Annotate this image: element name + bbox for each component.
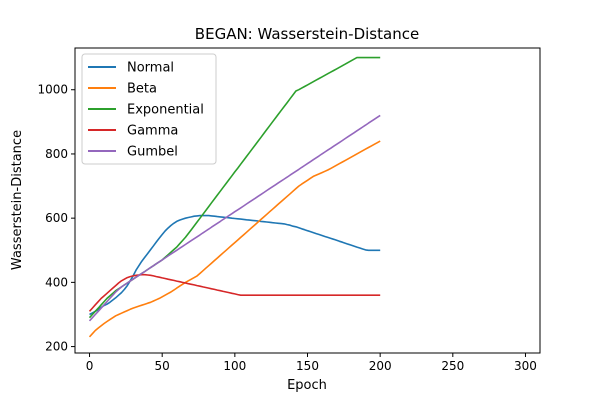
y-tick-label: 400: [45, 275, 68, 289]
series-line-normal: [89, 214, 381, 316]
legend: Normal Beta Exponential Gamma Gumbel: [81, 53, 217, 165]
y-axis-ticks: 200 400 600 800 1000: [37, 83, 75, 354]
x-tick-label: 250: [441, 359, 464, 373]
y-tick-label: 1000: [37, 83, 68, 97]
x-tick-label: 50: [155, 359, 170, 373]
x-tick-label: 200: [369, 359, 392, 373]
legend-label-normal: Normal: [127, 61, 174, 76]
x-axis-label: Epoch: [287, 378, 327, 393]
y-axis-label: Wasserstein-Distance: [10, 130, 25, 270]
x-tick-label: 150: [296, 359, 319, 373]
legend-box: [81, 53, 217, 165]
x-axis-ticks: 0 50 100 150 200 250 300: [86, 353, 537, 373]
legend-label-exponential: Exponential: [127, 103, 204, 118]
y-tick-label: 600: [45, 211, 68, 225]
legend-label-gumbel: Gumbel: [127, 145, 178, 160]
series-line-gumbel: [88, 114, 381, 322]
y-tick-label: 200: [45, 340, 68, 354]
x-tick-label: 100: [223, 359, 246, 373]
x-tick-label: 0: [86, 359, 94, 373]
x-tick-label: 300: [514, 359, 537, 373]
legend-label-gamma: Gamma: [127, 124, 178, 139]
y-tick-label: 800: [45, 147, 68, 161]
plot-lines: [88, 56, 381, 338]
legend-label-beta: Beta: [127, 82, 157, 97]
series-line-beta: [88, 140, 381, 338]
chart-title: BEGAN: Wasserstein-Distance: [195, 25, 419, 43]
